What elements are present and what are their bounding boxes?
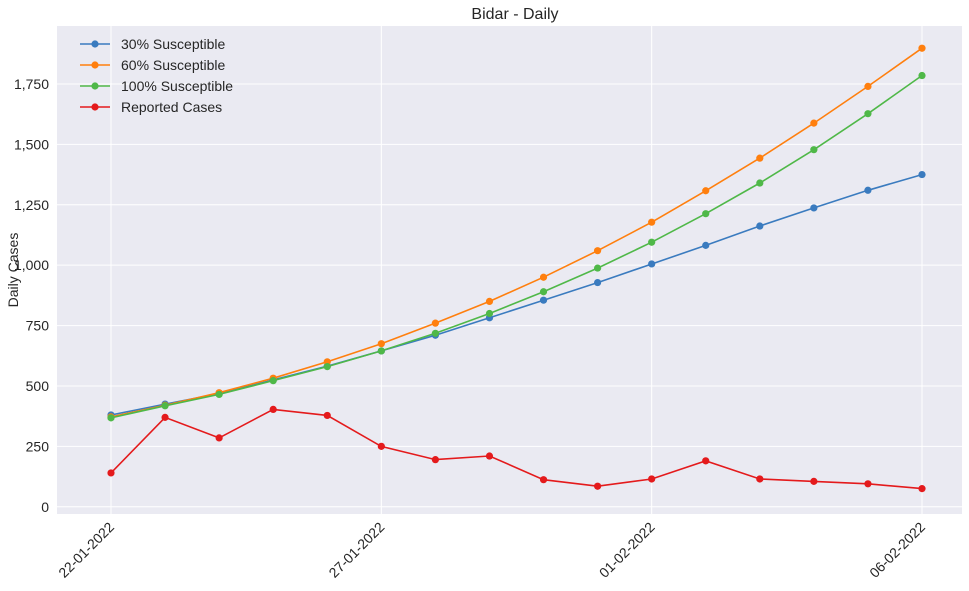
y-tick-labels: 0 250 500 750 1,000 1,250 1,500 1,750 (14, 76, 49, 515)
legend-label: Reported Cases (121, 99, 222, 115)
y-tick-label: 0 (41, 499, 49, 515)
data-point (594, 482, 602, 490)
data-point (431, 456, 439, 464)
data-point (864, 82, 872, 90)
data-point (648, 238, 656, 246)
legend-label: 60% Susceptible (121, 57, 226, 73)
data-point (918, 485, 926, 493)
data-point (756, 179, 764, 187)
data-point (377, 442, 385, 450)
data-point (215, 390, 223, 399)
legend-marker (91, 40, 99, 48)
data-point (648, 260, 656, 268)
data-point (594, 264, 602, 272)
x-tick-label: 01-02-2022 (596, 519, 658, 581)
data-point (648, 218, 656, 226)
legend-marker (91, 61, 99, 69)
legend-marker (91, 103, 99, 111)
data-point (107, 414, 115, 422)
data-point (702, 457, 710, 465)
data-point (269, 377, 277, 385)
data-point (539, 296, 548, 304)
data-point (918, 170, 926, 179)
data-point (161, 402, 169, 410)
y-tick-label: 250 (26, 438, 50, 454)
y-tick-label: 1,000 (14, 257, 49, 273)
data-point (485, 297, 494, 306)
data-point (215, 434, 223, 442)
data-point (864, 480, 872, 488)
data-point (323, 411, 331, 420)
data-point (810, 146, 818, 154)
legend-marker (91, 82, 99, 90)
series-lines (110, 47, 923, 490)
series-line (110, 408, 923, 490)
data-point (702, 241, 710, 249)
legend: 30% Susceptible 60% Susceptible 100% Susce… (80, 36, 233, 115)
data-point (323, 363, 331, 371)
data-point (702, 210, 710, 218)
data-point (918, 71, 926, 80)
y-tick-label: 500 (26, 378, 50, 394)
data-point (702, 187, 710, 195)
data-point (107, 469, 115, 477)
plot-background (57, 26, 962, 514)
data-point (161, 413, 169, 421)
series-line (110, 74, 923, 419)
y-tick-label: 1,250 (14, 197, 49, 213)
data-point (864, 110, 872, 118)
data-point (377, 347, 385, 355)
y-tick-label: 1,750 (14, 76, 49, 92)
x-tick-labels: 22-01-2022 27-01-2022 01-02-2022 06-02-2022 (55, 519, 928, 581)
y-tick-label: 750 (26, 318, 50, 334)
y-axis-label: Daily Cases (5, 233, 21, 308)
x-tick-label: 22-01-2022 (55, 519, 117, 581)
series-line (110, 47, 923, 418)
data-point (648, 475, 656, 483)
data-point (918, 44, 926, 52)
y-tick-label: 1,500 (14, 136, 49, 152)
data-point (485, 452, 494, 460)
x-tick-label: 06-02-2022 (866, 519, 928, 581)
grid (57, 26, 962, 514)
data-point (431, 319, 439, 327)
data-point (539, 476, 548, 484)
data-point (539, 273, 548, 281)
data-point (377, 340, 385, 348)
series-points (107, 44, 926, 493)
data-point (539, 288, 548, 296)
legend-label: 100% Susceptible (121, 78, 233, 94)
data-point (594, 278, 602, 287)
data-point (864, 186, 872, 194)
legend-label: 30% Susceptible (121, 36, 226, 52)
x-tick-label: 27-01-2022 (325, 519, 387, 581)
data-point (431, 329, 439, 337)
data-point (756, 475, 764, 483)
chart-title: Bidar - Daily (471, 6, 558, 23)
data-point (269, 405, 277, 413)
data-point (810, 204, 818, 212)
data-point (594, 247, 602, 255)
data-point (485, 309, 494, 318)
data-point (810, 477, 818, 485)
data-point (756, 222, 764, 230)
data-point (810, 119, 818, 127)
data-point (756, 154, 764, 162)
